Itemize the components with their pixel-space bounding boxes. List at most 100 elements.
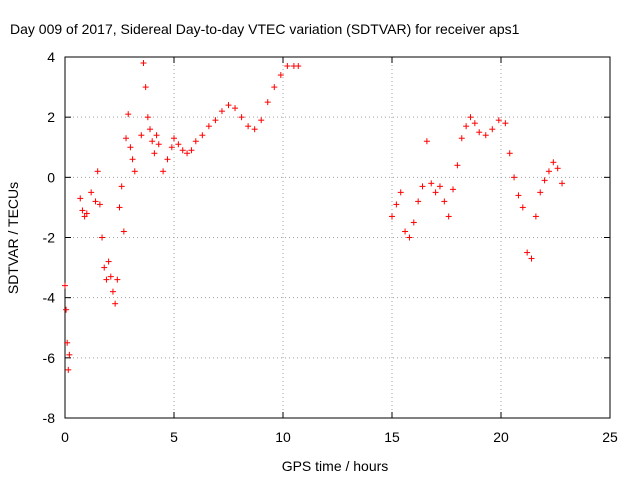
data-point <box>458 135 465 142</box>
data-point <box>199 132 206 139</box>
x-tick-label: 5 <box>170 429 178 445</box>
data-point <box>103 276 110 283</box>
data-point <box>66 351 73 358</box>
data-point <box>476 129 483 136</box>
y-tick-label: -8 <box>43 410 56 426</box>
data-point <box>410 219 417 226</box>
data-point <box>81 213 88 220</box>
data-point <box>112 300 119 307</box>
data-point <box>118 183 125 190</box>
data-point <box>393 201 400 208</box>
data-point <box>454 162 461 169</box>
data-point <box>77 195 84 202</box>
data-point <box>96 201 103 208</box>
data-point <box>277 72 284 79</box>
x-tick-label: 0 <box>61 429 69 445</box>
data-point <box>537 189 544 196</box>
data-point <box>142 84 149 91</box>
data-point <box>168 144 175 151</box>
data-point <box>541 177 548 184</box>
grid-lines <box>65 57 610 418</box>
data-point <box>83 210 90 217</box>
data-point <box>511 174 518 181</box>
data-point <box>155 141 162 148</box>
data-point <box>389 213 395 220</box>
data-point <box>62 282 68 289</box>
data-point <box>175 141 182 148</box>
data-point <box>402 228 409 235</box>
data-point <box>160 168 167 175</box>
y-tick-label: 2 <box>47 109 55 125</box>
data-point <box>188 147 195 154</box>
y-tick-label: -4 <box>43 290 56 306</box>
data-point <box>109 288 116 295</box>
data-point <box>502 120 509 127</box>
data-point <box>129 156 136 163</box>
data-point <box>415 198 422 205</box>
y-tick-label: 0 <box>47 169 55 185</box>
data-point <box>65 366 72 373</box>
data-point <box>258 117 265 124</box>
data-point <box>524 249 531 256</box>
data-point <box>238 114 245 121</box>
data-point <box>164 156 171 163</box>
data-point <box>125 111 132 118</box>
data-point <box>528 255 535 262</box>
data-point <box>232 105 239 112</box>
data-point <box>419 183 426 190</box>
x-tick-labels: 0 5 10 15 20 25 <box>61 429 618 445</box>
x-tick-label: 20 <box>493 429 509 445</box>
data-point <box>131 168 138 175</box>
data-point <box>144 114 151 121</box>
data-point <box>295 63 302 70</box>
data-point <box>519 204 526 211</box>
data-point <box>151 150 158 157</box>
data-point <box>192 138 199 145</box>
data-point <box>63 306 70 313</box>
chart-title: Day 009 of 2017, Sidereal Day-to-day VTE… <box>10 21 520 37</box>
data-point <box>153 132 160 139</box>
data-point <box>489 126 496 133</box>
data-point <box>94 168 101 175</box>
data-point <box>506 150 513 157</box>
x-axis-label: GPS time / hours <box>282 458 389 474</box>
data-point <box>271 84 278 91</box>
data-point <box>205 123 212 130</box>
data-point <box>436 183 443 190</box>
data-point <box>116 204 123 211</box>
data-point <box>140 60 147 67</box>
data-point <box>147 126 154 133</box>
data-point <box>463 123 470 130</box>
x-tick-label: 15 <box>384 429 400 445</box>
y-tick-label: 4 <box>47 49 55 65</box>
data-point <box>559 180 566 187</box>
data-point <box>495 117 502 124</box>
data-point <box>432 189 439 196</box>
data-point <box>120 228 127 235</box>
data-point <box>554 165 561 172</box>
data-point <box>550 159 557 166</box>
x-tick-label: 25 <box>602 429 618 445</box>
data-point <box>184 150 191 157</box>
data-point <box>225 102 232 109</box>
data-point <box>101 264 108 271</box>
data-point <box>245 123 252 130</box>
data-points <box>62 60 566 373</box>
data-point <box>88 189 95 196</box>
y-axis-label: SDTVAR / TECUs <box>5 182 21 294</box>
data-point <box>471 120 478 127</box>
data-point <box>123 135 130 142</box>
data-point <box>406 234 413 241</box>
data-point <box>92 198 99 205</box>
data-point <box>545 168 552 175</box>
data-point <box>264 99 271 106</box>
data-point <box>114 276 121 283</box>
data-point <box>450 186 457 193</box>
y-tick-labels: -8 -6 -4 -2 0 2 4 <box>43 49 56 426</box>
data-point <box>218 108 225 115</box>
data-point <box>127 144 134 151</box>
data-point <box>212 117 219 124</box>
data-point <box>179 147 186 154</box>
data-point <box>445 213 452 220</box>
